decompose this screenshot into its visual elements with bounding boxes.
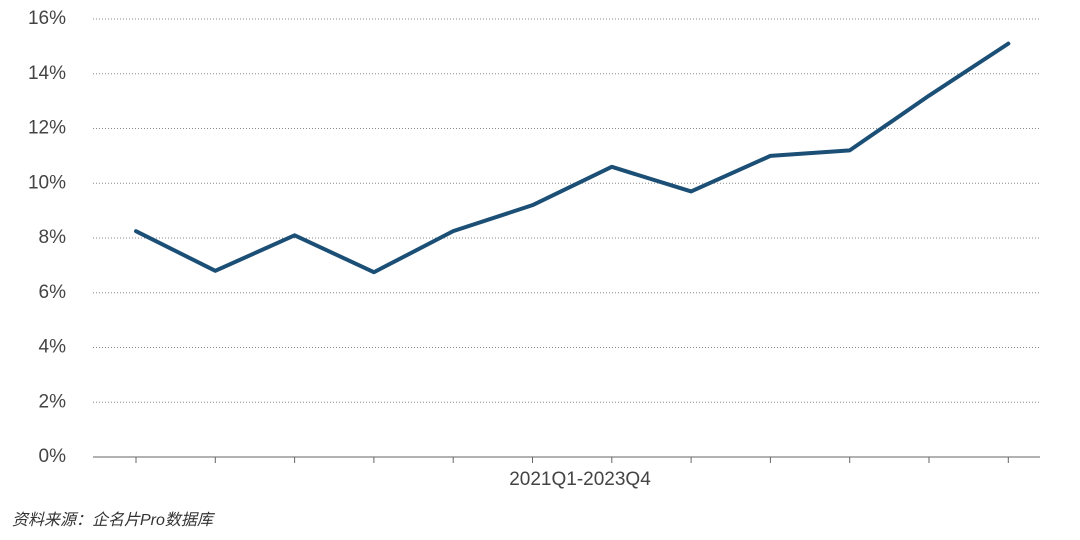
source-note: 资料来源：企名片Pro数据库 [12, 511, 216, 529]
y-tick-label: 4% [39, 337, 67, 358]
y-tick-label: 0% [39, 446, 67, 467]
y-tick-label: 6% [39, 282, 67, 303]
y-tick-label: 2% [39, 391, 67, 412]
y-tick-label: 12% [28, 118, 66, 139]
x-axis-label: 2021Q1-2023Q4 [509, 469, 651, 490]
y-tick-label: 8% [39, 227, 67, 248]
y-tick-label: 14% [28, 63, 66, 84]
y-tick-label: 16% [28, 8, 66, 29]
y-tick-label: 10% [28, 172, 66, 193]
data-line [134, 41, 1011, 275]
